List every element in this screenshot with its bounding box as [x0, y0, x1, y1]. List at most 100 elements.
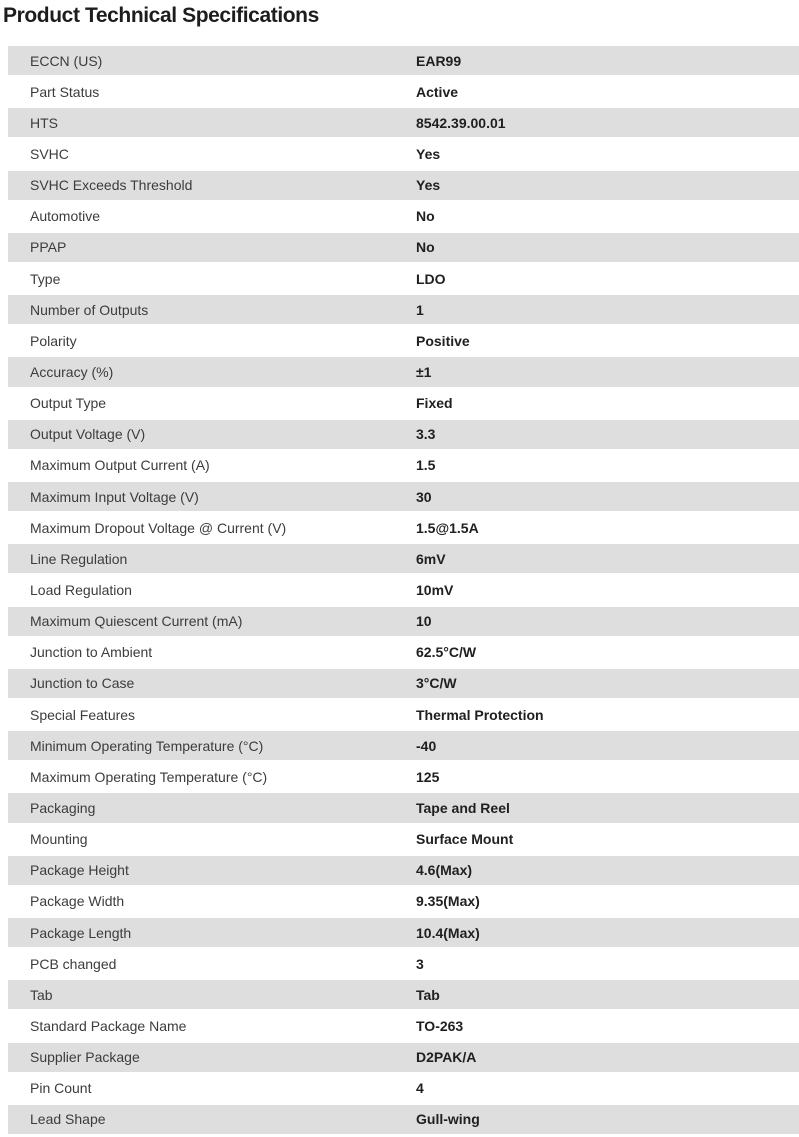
spec-value: No	[416, 208, 435, 225]
spec-label: Number of Outputs	[30, 301, 149, 318]
table-row: Mounting Surface Mount	[8, 824, 799, 855]
table-row: Supplier Package D2PAK/A	[8, 1041, 799, 1073]
spec-label: Mounting	[30, 831, 88, 848]
table-row: Junction to Ambient 62.5°C/W	[8, 637, 799, 668]
table-row: Package Length 10.4(Max)	[8, 916, 799, 949]
spec-value: Surface Mount	[416, 831, 514, 848]
spec-label: Special Features	[30, 706, 136, 723]
table-row: SVHC Exceeds Threshold Yes	[8, 169, 799, 201]
spec-label: Minimum Operating Temperature (°C)	[30, 737, 264, 754]
spec-label: Type	[30, 270, 61, 287]
spec-label: Lead Shape	[30, 1111, 106, 1128]
spec-label: SVHC	[30, 145, 69, 162]
spec-value: 8542.39.00.01	[416, 114, 506, 131]
spec-value: EAR99	[416, 52, 462, 69]
table-row: Polarity Positive	[8, 325, 799, 356]
spec-value: 125	[416, 768, 440, 785]
table-row: Accuracy (%) ±1	[8, 356, 799, 388]
spec-label: Supplier Package	[30, 1049, 140, 1066]
table-row: Output Voltage (V) 3.3	[8, 418, 799, 450]
spec-label: Maximum Output Current (A)	[30, 457, 210, 474]
table-row: Maximum Dropout Voltage @ Current (V) 1.…	[8, 512, 799, 543]
spec-value: Tab	[416, 986, 440, 1003]
table-row: Part Status Active	[8, 76, 799, 107]
spec-value: LDO	[416, 270, 446, 287]
spec-label: Output Voltage (V)	[30, 426, 146, 443]
spec-label: PPAP	[30, 239, 67, 256]
spec-value: 3.3	[416, 426, 436, 443]
spec-table: ECCN (US) EAR99 Part Status Active HTS 8…	[8, 45, 799, 1135]
table-row: Packaging Tape and Reel	[8, 792, 799, 824]
table-row: Pin Count 4	[8, 1073, 799, 1104]
spec-label: Package Length	[30, 924, 132, 941]
table-row: Maximum Operating Temperature (°C) 125	[8, 761, 799, 792]
spec-value: TO-263	[416, 1017, 464, 1034]
spec-label: Output Type	[30, 395, 107, 412]
spec-value: 4.6(Max)	[416, 862, 473, 879]
page-title: Product Technical Specifications	[3, 4, 319, 27]
spec-label: Junction to Case	[30, 675, 135, 692]
table-row: Package Height 4.6(Max)	[8, 854, 799, 886]
table-row: Lead Shape Gull-wing	[8, 1103, 799, 1135]
spec-label: Part Status	[30, 83, 100, 100]
spec-value: No	[416, 239, 435, 256]
spec-value: Tape and Reel	[416, 799, 510, 816]
table-row: Output Type Fixed	[8, 388, 799, 419]
spec-label: Maximum Quiescent Current (mA)	[30, 613, 243, 630]
table-row: Line Regulation 6mV	[8, 543, 799, 575]
table-row: ECCN (US) EAR99	[8, 45, 799, 77]
spec-label: Maximum Operating Temperature (°C)	[30, 768, 268, 785]
table-row: Package Width 9.35(Max)	[8, 886, 799, 917]
spec-label: Packaging	[30, 799, 96, 816]
spec-label: Accuracy (%)	[30, 363, 114, 380]
spec-value: 9.35(Max)	[416, 893, 480, 910]
spec-value: 10	[416, 613, 432, 630]
spec-value: 30	[416, 488, 432, 505]
spec-label: Standard Package Name	[30, 1017, 187, 1034]
spec-value: 1.5@1.5A	[416, 519, 479, 536]
spec-value: 1	[416, 301, 424, 318]
spec-value: Active	[416, 83, 459, 100]
spec-value: Gull-wing	[416, 1111, 480, 1128]
spec-value: D2PAK/A	[416, 1049, 477, 1066]
spec-label: ECCN (US)	[30, 52, 103, 69]
spec-label: PCB changed	[30, 955, 117, 972]
spec-value: 3°C/W	[416, 675, 457, 692]
spec-label: Polarity	[30, 332, 77, 349]
spec-label: Line Regulation	[30, 550, 128, 567]
table-row: Special Features Thermal Protection	[8, 699, 799, 730]
table-row: Type LDO	[8, 263, 799, 294]
table-row: Load Regulation 10mV	[8, 574, 799, 605]
spec-value: Yes	[416, 145, 441, 162]
spec-value: 10mV	[416, 581, 454, 598]
spec-label: Package Width	[30, 893, 125, 910]
spec-value: Fixed	[416, 395, 453, 412]
spec-value: 62.5°C/W	[416, 644, 477, 661]
spec-value: 4	[416, 1080, 424, 1097]
table-row: SVHC Yes	[8, 138, 799, 169]
table-row: HTS 8542.39.00.01	[8, 107, 799, 139]
spec-value: 1.5	[416, 457, 436, 474]
spec-value: ±1	[416, 363, 432, 380]
table-row: Maximum Quiescent Current (mA) 10	[8, 605, 799, 637]
table-row: Automotive No	[8, 201, 799, 232]
spec-value: 6mV	[416, 550, 446, 567]
spec-value: Positive	[416, 332, 470, 349]
spec-value: -40	[416, 737, 437, 754]
table-row: Number of Outputs 1	[8, 294, 799, 326]
table-row: Junction to Case 3°C/W	[8, 667, 799, 699]
spec-label: Maximum Dropout Voltage @ Current (V)	[30, 519, 287, 536]
spec-value: Yes	[416, 177, 441, 194]
spec-label: Maximum Input Voltage (V)	[30, 488, 199, 505]
spec-label: Automotive	[30, 208, 101, 225]
spec-label: HTS	[30, 114, 58, 131]
table-row: Standard Package Name TO-263	[8, 1010, 799, 1041]
spec-value: Thermal Protection	[416, 706, 544, 723]
table-row: Minimum Operating Temperature (°C) -40	[8, 730, 799, 762]
spec-label: SVHC Exceeds Threshold	[30, 177, 193, 194]
spec-label: Pin Count	[30, 1080, 92, 1097]
spec-label: Load Regulation	[30, 581, 132, 598]
table-row: PCB changed 3	[8, 948, 799, 979]
table-row: Maximum Output Current (A) 1.5	[8, 450, 799, 481]
spec-label: Junction to Ambient	[30, 644, 153, 661]
